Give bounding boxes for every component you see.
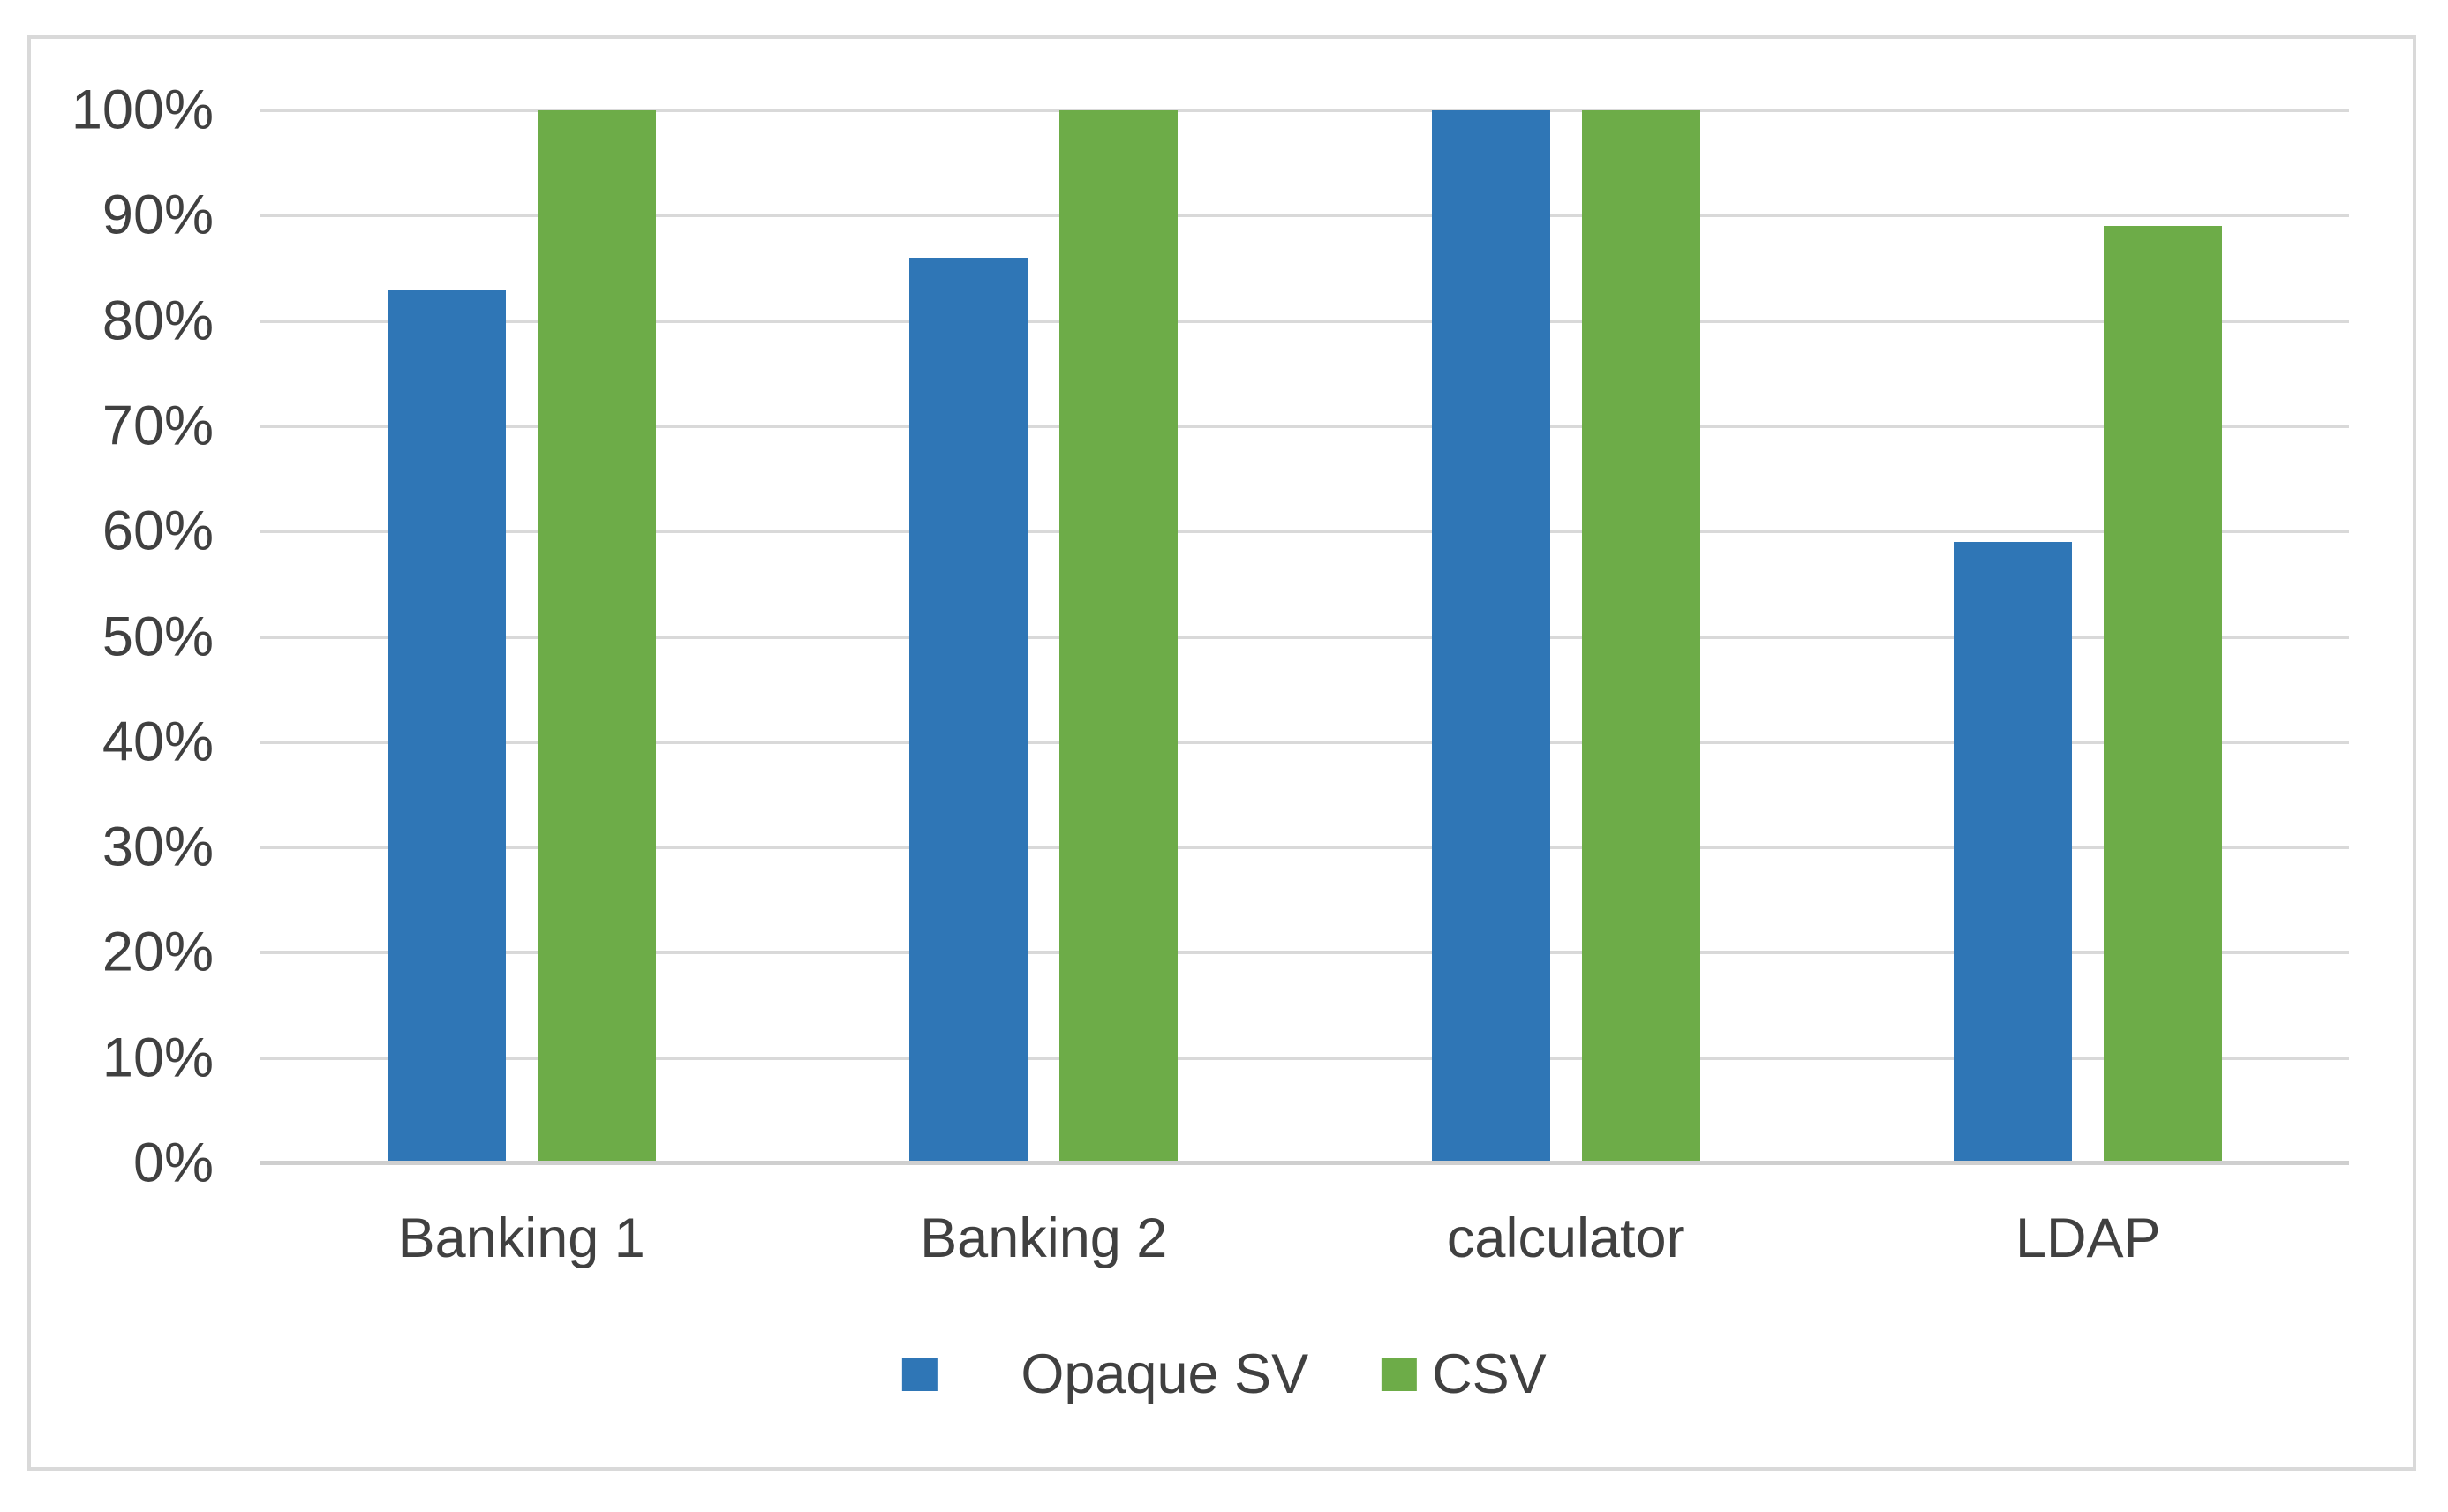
x-axis-category-label-calculator: calculator [1446,1207,1685,1269]
x-axis-category-label-banking-1: Banking 1 [397,1207,645,1269]
x-axis-line [260,1161,2349,1165]
y-axis-tick-label-60: 60% [102,500,214,562]
legend-entry-csv: CSV [1382,1343,1547,1405]
x-axis-category-label-ldap: LDAP [2015,1207,2161,1269]
legend: Opaque SV CSV [901,1346,1547,1402]
legend-swatch-csv [1382,1358,1418,1391]
y-axis-tick-label-30: 30% [102,816,214,878]
bar-csv-banking-2 [1059,110,1179,1163]
bar-csv-calculator [1581,110,1700,1163]
y-axis-tick-label-100: 100% [71,79,214,141]
legend-swatch-opaque-sv [901,1358,938,1391]
gridline-80 [260,319,2349,323]
plot-area [260,109,2349,1165]
bar-csv-banking-1 [537,110,656,1163]
y-axis-tick-label-40: 40% [102,711,214,773]
gridline-100 [260,109,2349,112]
bar-group-banking-2 [909,110,1179,1163]
gridline-10 [260,1056,2349,1060]
bar-group-calculator [1431,110,1700,1163]
bar-opaque-sv-banking-2 [909,258,1028,1163]
gridline-30 [260,846,2349,850]
bar-group-ldap [1954,110,2223,1163]
x-axis-category-label-banking-2: Banking 2 [920,1207,1168,1269]
y-axis-tick-label-70: 70% [102,395,214,457]
gridline-40 [260,740,2349,744]
bar-opaque-sv-banking-1 [387,289,506,1163]
y-axis-tick-label-20: 20% [102,921,214,983]
gridline-60 [260,530,2349,534]
bar-csv-ldap [2104,226,2223,1163]
gridline-50 [260,635,2349,639]
bar-opaque-sv-calculator [1431,110,1550,1163]
y-axis-tick-label-90: 90% [102,184,214,246]
legend-label-csv: CSV [1432,1343,1547,1405]
y-axis-tick-label-10: 10% [102,1027,214,1089]
bar-group-banking-1 [387,110,656,1163]
gridline-20 [260,951,2349,955]
y-axis-tick-label-50: 50% [102,606,214,667]
legend-entry-opaque-sv: Opaque SV [901,1343,1309,1405]
gridline-70 [260,424,2349,428]
y-axis-tick-label-0: 0% [132,1132,214,1194]
gridline-90 [260,214,2349,218]
bar-opaque-sv-ldap [1954,542,2073,1163]
y-axis-tick-label-80: 80% [102,290,214,352]
legend-label-opaque-sv: Opaque SV [1021,1343,1309,1405]
